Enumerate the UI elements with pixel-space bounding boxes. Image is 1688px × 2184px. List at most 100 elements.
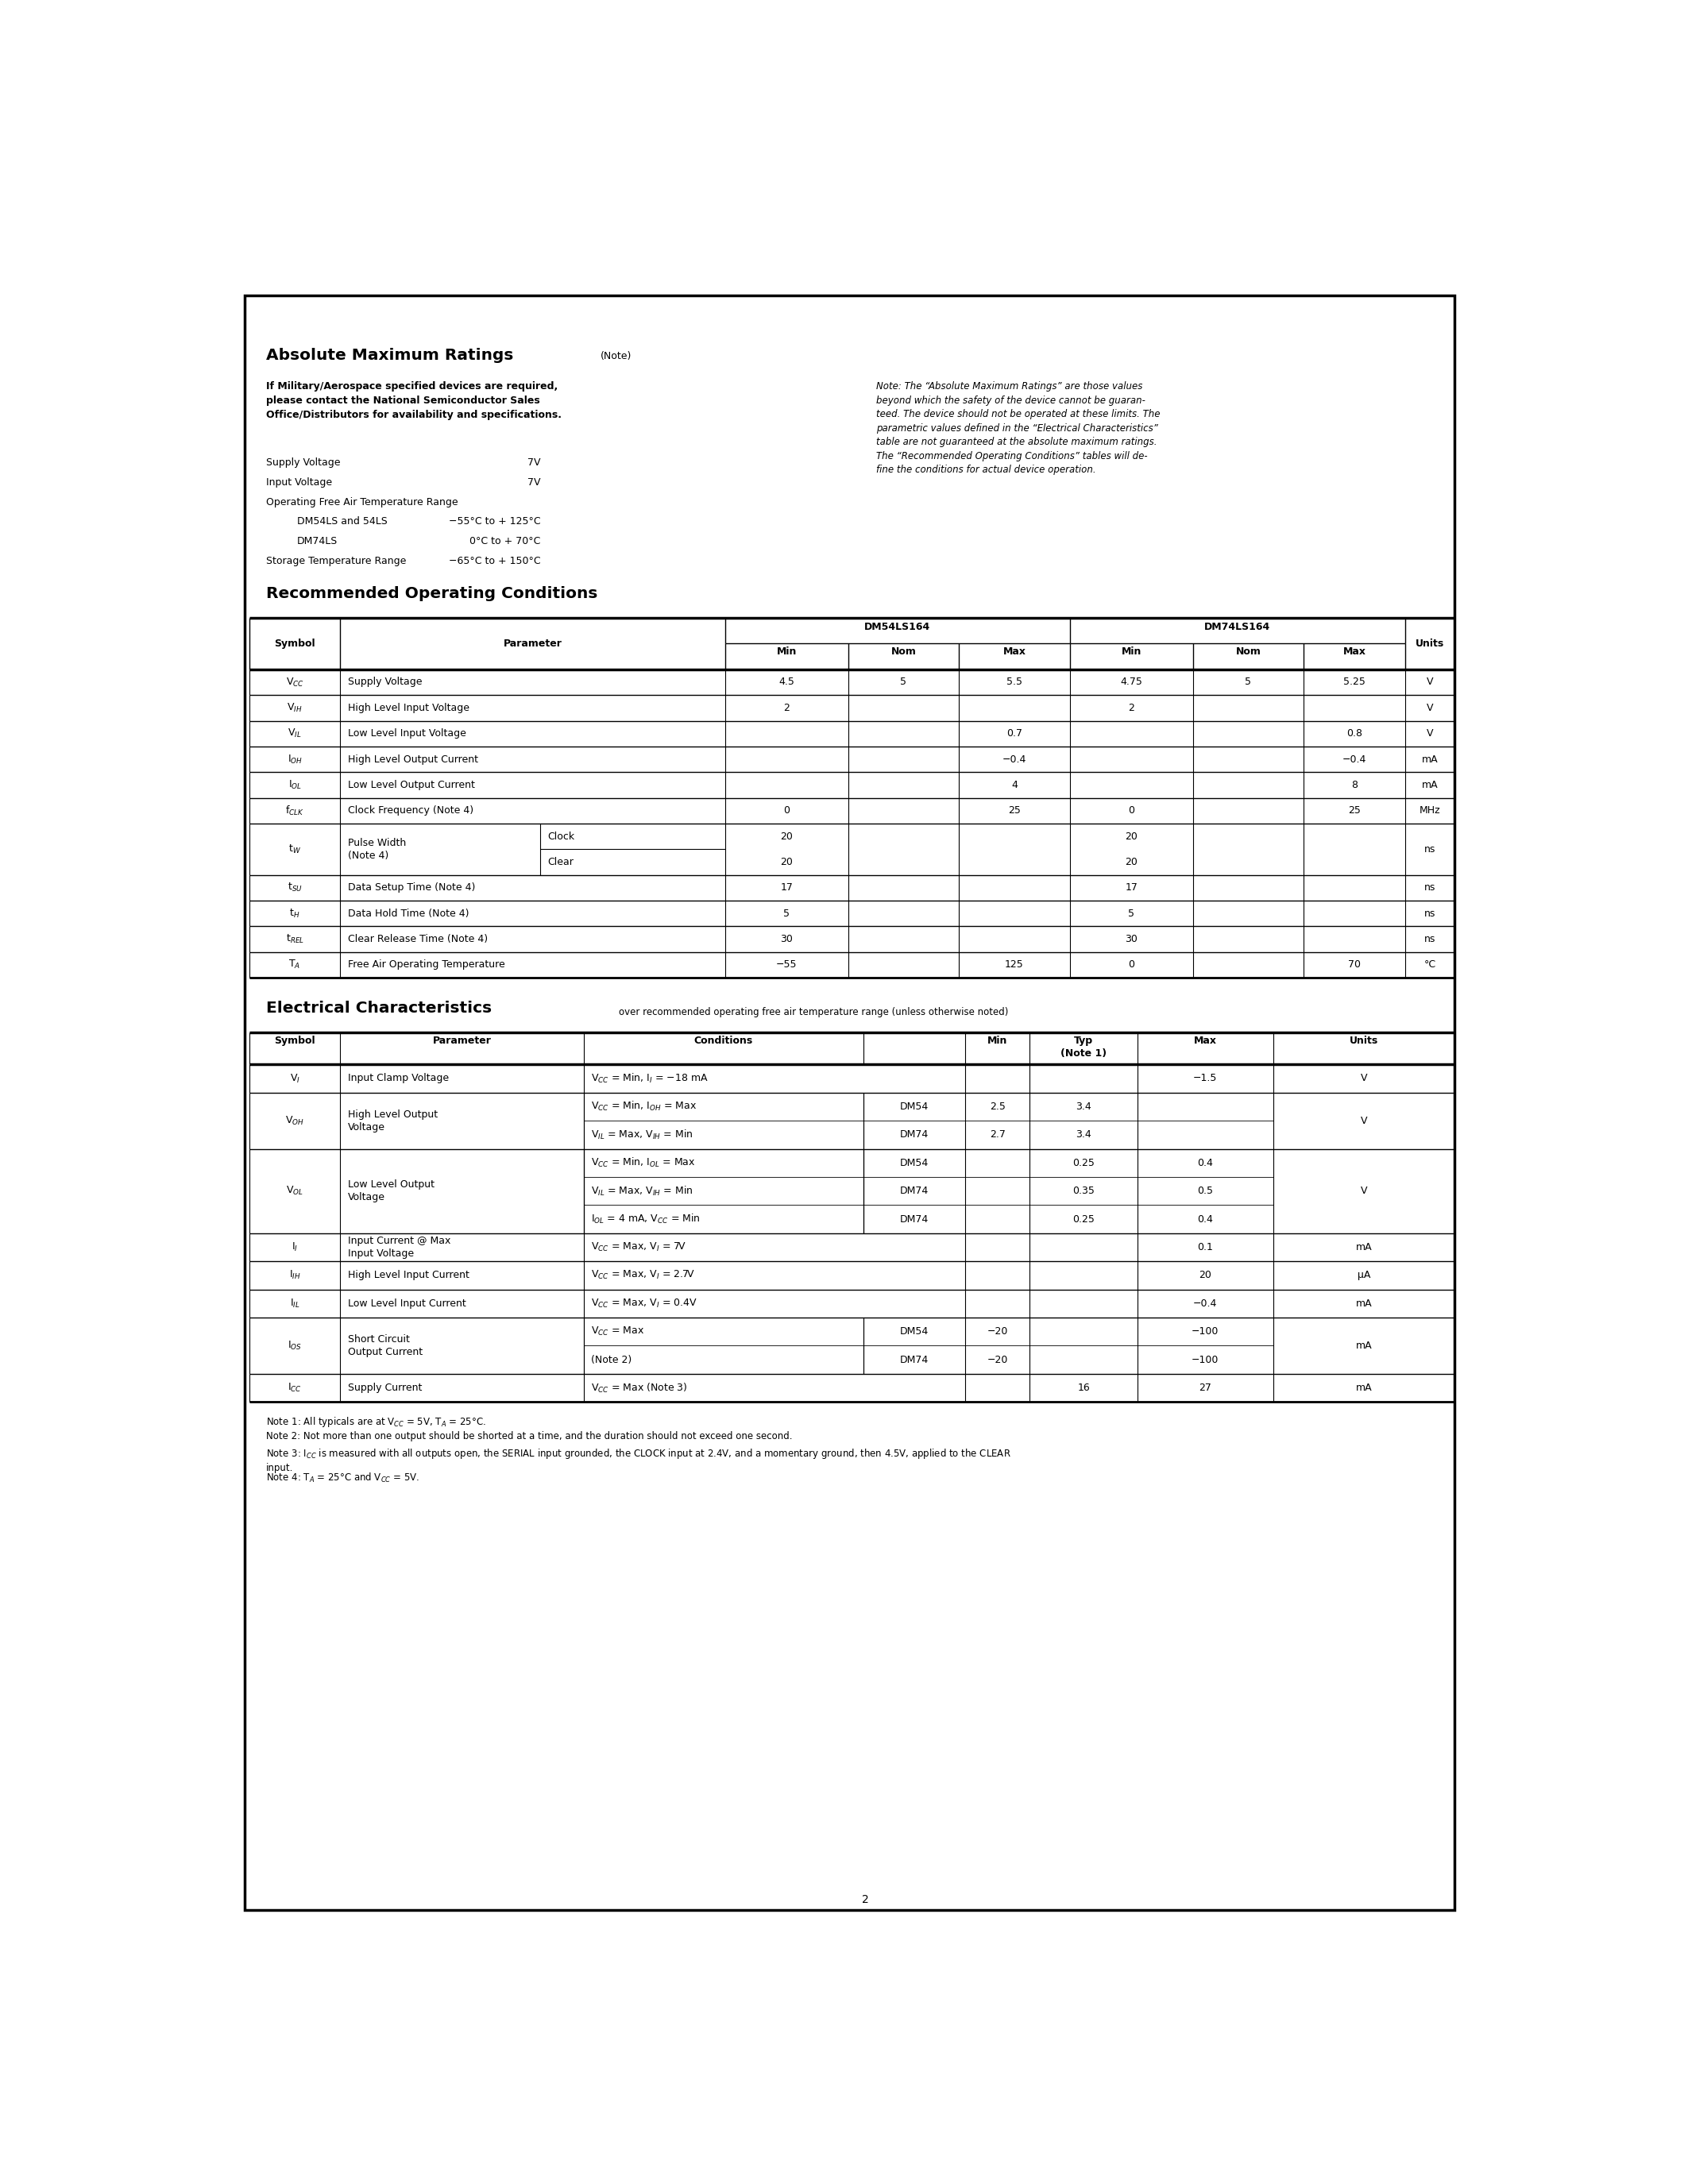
Text: mA: mA [1355,1243,1372,1251]
Text: −20: −20 [987,1354,1008,1365]
Text: DM54LS164: DM54LS164 [864,622,930,631]
Text: 0: 0 [783,806,790,817]
Text: I$_{IH}$: I$_{IH}$ [289,1269,300,1282]
Text: DM74: DM74 [900,1186,928,1197]
Text: 3.4: 3.4 [1075,1101,1092,1112]
Text: Clock: Clock [547,832,576,841]
Text: V: V [1426,677,1433,688]
Text: −55°C to + 125°C: −55°C to + 125°C [449,515,540,526]
Text: 125: 125 [1004,959,1025,970]
Text: DM74: DM74 [900,1214,928,1225]
Text: 30: 30 [1124,935,1138,943]
Text: Note: The “Absolute Maximum Ratings” are those values
beyond which the safety of: Note: The “Absolute Maximum Ratings” are… [876,382,1160,476]
Text: V: V [1426,729,1433,738]
Text: Supply Voltage: Supply Voltage [267,459,341,467]
Text: −0.4: −0.4 [1003,753,1026,764]
Text: Low Level Input Current: Low Level Input Current [348,1297,466,1308]
Text: 3.4: 3.4 [1075,1129,1092,1140]
Text: Note 1: All typicals are at V$_{CC}$ = 5V, T$_A$ = 25°C.: Note 1: All typicals are at V$_{CC}$ = 5… [267,1415,486,1428]
Text: Note 3: I$_{CC}$ is measured with all outputs open, the SERIAL input grounded, t: Note 3: I$_{CC}$ is measured with all ou… [267,1448,1011,1474]
Text: 25: 25 [1008,806,1021,817]
Text: 5.5: 5.5 [1006,677,1023,688]
Text: V$_I$: V$_I$ [290,1072,300,1085]
Text: Operating Free Air Temperature Range: Operating Free Air Temperature Range [267,498,459,507]
Text: 5.25: 5.25 [1344,677,1366,688]
Text: 0.7: 0.7 [1006,729,1023,738]
Text: If Military/Aerospace specified devices are required,
please contact the Nationa: If Military/Aerospace specified devices … [267,382,562,419]
Text: V$_{CC}$ = Min, I$_{OL}$ = Max: V$_{CC}$ = Min, I$_{OL}$ = Max [591,1158,695,1168]
Text: ns: ns [1425,882,1435,893]
Text: 2: 2 [783,703,790,712]
Text: High Level Input Current: High Level Input Current [348,1271,469,1280]
Text: V$_{IL}$ = Max, V$_{IH}$ = Min: V$_{IL}$ = Max, V$_{IH}$ = Min [591,1184,692,1197]
Text: 4.75: 4.75 [1121,677,1143,688]
Text: (Note 2): (Note 2) [591,1354,631,1365]
Text: I$_{CC}$: I$_{CC}$ [287,1382,302,1393]
Text: V$_{IL}$: V$_{IL}$ [287,727,302,740]
Text: 20: 20 [1124,832,1138,841]
Text: Low Level Output
Voltage: Low Level Output Voltage [348,1179,434,1203]
Text: ns: ns [1425,843,1435,854]
Text: I$_{OL}$ = 4 mA, V$_{CC}$ = Min: I$_{OL}$ = 4 mA, V$_{CC}$ = Min [591,1212,701,1225]
Text: High Level Input Voltage: High Level Input Voltage [348,703,469,712]
Text: 2.7: 2.7 [989,1129,1006,1140]
Text: DM54: DM54 [900,1158,928,1168]
Text: Max: Max [1193,1035,1217,1046]
Text: Units: Units [1349,1035,1377,1046]
Text: 5: 5 [783,909,790,919]
Text: Recommended Operating Conditions: Recommended Operating Conditions [267,585,598,601]
Text: t$_H$: t$_H$ [289,906,300,919]
Text: Conditions: Conditions [694,1035,753,1046]
Text: High Level Output Current: High Level Output Current [348,753,478,764]
Text: V: V [1361,1186,1367,1197]
Text: Typ
(Note 1): Typ (Note 1) [1060,1035,1107,1059]
Text: Nom: Nom [1236,646,1261,657]
Text: Clear Release Time (Note 4): Clear Release Time (Note 4) [348,935,488,943]
Text: mA: mA [1355,1382,1372,1393]
Text: Low Level Input Voltage: Low Level Input Voltage [348,729,466,738]
Text: Min: Min [1121,646,1141,657]
Text: −55: −55 [776,959,797,970]
Text: 0.8: 0.8 [1347,729,1362,738]
Text: Storage Temperature Range: Storage Temperature Range [267,555,407,566]
Text: −20: −20 [987,1326,1008,1337]
Text: Short Circuit
Output Current: Short Circuit Output Current [348,1334,422,1356]
Text: (Note): (Note) [599,352,631,363]
Text: 20: 20 [780,856,793,867]
Text: −0.4: −0.4 [1193,1297,1217,1308]
Text: Units: Units [1416,638,1445,649]
Text: 5: 5 [1128,909,1134,919]
Text: V$_{CC}$ = Max, V$_I$ = 2.7V: V$_{CC}$ = Max, V$_I$ = 2.7V [591,1269,695,1282]
Text: 70: 70 [1349,959,1361,970]
Text: −65°C to + 150°C: −65°C to + 150°C [449,555,540,566]
Text: 25: 25 [1349,806,1361,817]
Text: Input Voltage: Input Voltage [267,478,333,487]
Text: 4.5: 4.5 [778,677,795,688]
Text: 5: 5 [1246,677,1251,688]
Text: mA: mA [1421,780,1438,791]
Text: f$_{CLK}$: f$_{CLK}$ [285,804,304,817]
Text: I$_I$: I$_I$ [292,1241,299,1254]
Text: Min: Min [987,1035,1008,1046]
Text: Data Setup Time (Note 4): Data Setup Time (Note 4) [348,882,474,893]
Text: V: V [1361,1116,1367,1125]
Text: mA: mA [1421,753,1438,764]
Text: 20: 20 [1124,856,1138,867]
Text: DM74: DM74 [900,1129,928,1140]
Text: Low Level Output Current: Low Level Output Current [348,780,474,791]
Text: t$_{REL}$: t$_{REL}$ [285,933,304,946]
Text: V$_{CC}$ = Max (Note 3): V$_{CC}$ = Max (Note 3) [591,1382,687,1393]
Text: over recommended operating free air temperature range (unless otherwise noted): over recommended operating free air temp… [618,1007,1008,1018]
Text: 0°C to + 70°C: 0°C to + 70°C [469,535,540,546]
Text: I$_{OL}$: I$_{OL}$ [289,780,302,791]
Text: Nom: Nom [891,646,917,657]
Text: 0.35: 0.35 [1072,1186,1096,1197]
Text: 17: 17 [1124,882,1138,893]
Text: °C: °C [1425,959,1436,970]
Text: Max: Max [1003,646,1026,657]
Text: −0.4: −0.4 [1342,753,1367,764]
Text: V$_{IL}$ = Max, V$_{IH}$ = Min: V$_{IL}$ = Max, V$_{IH}$ = Min [591,1129,692,1140]
Text: Free Air Operating Temperature: Free Air Operating Temperature [348,959,505,970]
Text: 2: 2 [1128,703,1134,712]
Text: DM74LS: DM74LS [297,535,338,546]
